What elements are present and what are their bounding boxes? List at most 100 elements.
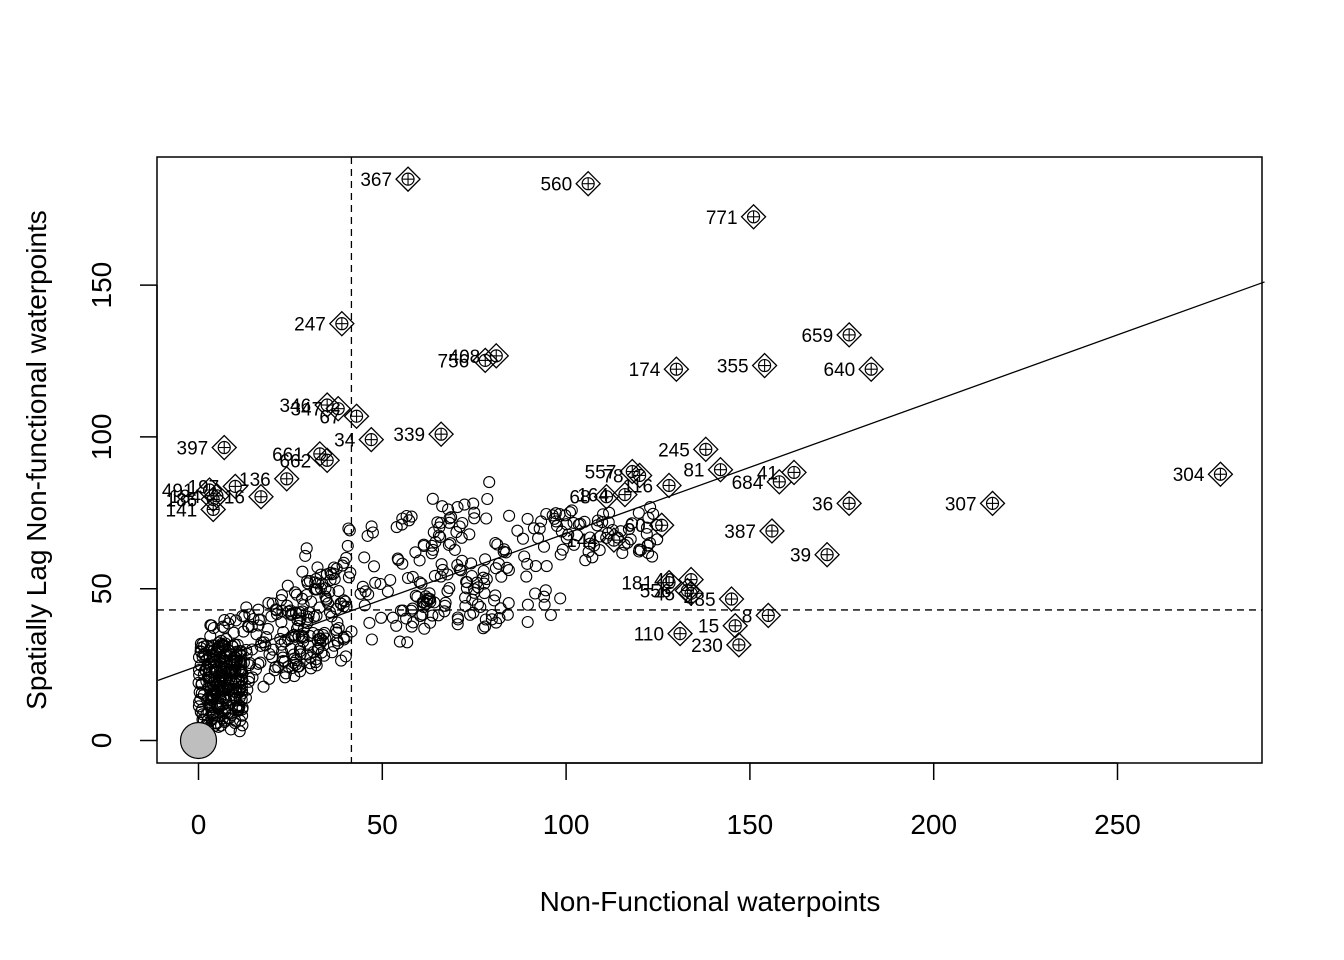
data-point: [316, 634, 329, 647]
influential-point: [755, 602, 782, 629]
data-point: [546, 509, 559, 522]
data-point: [319, 582, 332, 595]
influential-point: [656, 472, 682, 499]
influential-point: [979, 490, 1006, 517]
data-point: [236, 703, 249, 716]
data-point: [206, 639, 220, 652]
point-label: 408: [449, 347, 481, 368]
data-point: [215, 719, 228, 732]
data-point: [533, 522, 546, 535]
data-point: [538, 598, 551, 611]
data-point: [266, 597, 279, 610]
data-point: [454, 564, 468, 577]
data-point: [468, 586, 481, 599]
data-point: [483, 476, 496, 489]
point-label: 81: [683, 461, 704, 482]
point-label: 67: [319, 407, 340, 428]
point-label: 181: [621, 574, 653, 595]
data-point: [326, 646, 339, 659]
data-point: [363, 616, 376, 629]
data-point: [435, 558, 448, 571]
point-label: 15: [698, 617, 719, 638]
data-point: [409, 589, 422, 602]
data-point: [489, 589, 502, 602]
data-point: [417, 539, 430, 553]
data-point: [413, 554, 426, 567]
diamond-marker: [211, 434, 238, 461]
data-point: [467, 497, 480, 510]
data-point: [246, 643, 259, 656]
data-point: [230, 658, 243, 671]
diamond-marker: [740, 203, 767, 230]
data-point: [459, 599, 472, 613]
data-point: [213, 667, 226, 680]
diamond-marker: [722, 612, 749, 639]
data-point: [205, 619, 218, 632]
data-point: [479, 613, 492, 626]
data-point: [491, 538, 504, 551]
influential-point: [611, 481, 638, 508]
data-point: [428, 569, 441, 582]
influential-point: [814, 541, 841, 568]
data-point: [614, 525, 627, 538]
influential-point: [200, 496, 227, 523]
point-label: 556: [640, 582, 672, 603]
data-point: [195, 687, 208, 700]
diamond-marker: [781, 459, 807, 486]
data-point: [489, 536, 502, 550]
data-point: [647, 507, 660, 520]
diamond-marker: [358, 426, 385, 453]
data-point: [257, 680, 270, 693]
data-point: [228, 689, 241, 702]
data-point: [367, 560, 381, 573]
influential-point: [722, 612, 749, 639]
data-point: [481, 492, 494, 506]
diamond-marker: [759, 518, 785, 544]
data-point: [419, 590, 432, 603]
data-point: [209, 664, 222, 677]
data-point: [444, 537, 457, 550]
point-label: 307: [945, 494, 977, 515]
data-point: [625, 517, 639, 530]
data-point: [579, 554, 592, 567]
data-point: [392, 553, 405, 567]
data-point: [455, 554, 469, 567]
data-point: [434, 531, 447, 544]
data-point: [365, 633, 378, 646]
influential-point: [328, 310, 355, 337]
point-label: 397: [177, 439, 209, 460]
data-point: [335, 654, 348, 667]
data-point: [218, 614, 231, 627]
diamond-marker: [600, 527, 627, 554]
data-point: [323, 606, 337, 619]
data-point: [477, 564, 490, 578]
data-point: [299, 549, 312, 562]
data-point: [278, 671, 292, 684]
data-point: [381, 585, 394, 598]
data-point: [296, 629, 309, 642]
data-point: [465, 557, 478, 570]
data-point: [591, 519, 604, 532]
data-point: [309, 576, 322, 589]
y-tick-label: 100: [86, 414, 117, 461]
influential-point: [766, 468, 793, 495]
regression-line: [157, 281, 1265, 681]
data-point: [489, 562, 502, 575]
data-point: [480, 512, 493, 525]
data-point: [643, 536, 657, 550]
data-point: [460, 575, 473, 588]
data-point: [211, 697, 225, 710]
data-point: [362, 588, 375, 601]
data-point: [361, 529, 374, 542]
data-point: [219, 637, 232, 650]
point-label: 16: [224, 488, 245, 509]
diamond-marker: [306, 440, 333, 467]
data-point: [438, 599, 452, 612]
data-point: [445, 511, 458, 524]
data-point: [458, 498, 471, 511]
influential-point: [325, 395, 352, 422]
influential-point: [626, 462, 653, 489]
point-label: 78: [602, 466, 623, 487]
point-label: 491: [162, 481, 194, 502]
data-point: [236, 609, 249, 623]
